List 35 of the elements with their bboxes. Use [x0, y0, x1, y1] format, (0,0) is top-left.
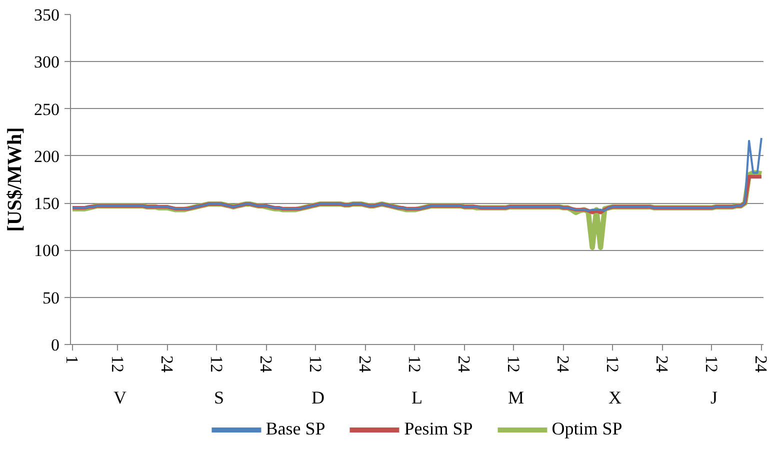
- y-tick-label: 200: [34, 146, 60, 166]
- y-tick-label: 250: [34, 100, 60, 119]
- y-axis-title: [US$/MWh]: [4, 127, 26, 232]
- x-tick-label: 24: [751, 356, 770, 373]
- x-tick-label: 24: [454, 356, 474, 373]
- x-tick-label: 24: [652, 356, 672, 373]
- line-series: [72, 137, 762, 212]
- y-tick-label: 300: [34, 52, 60, 72]
- x-tick-label: 12: [602, 356, 622, 372]
- y-tick-label: 50: [42, 288, 60, 308]
- x-tick-label: 24: [157, 356, 176, 373]
- text: V: [114, 388, 126, 408]
- text: L: [412, 388, 422, 408]
- x-tick-label: 1: [62, 356, 82, 364]
- y-tick-label: 100: [34, 241, 60, 260]
- text: D: [312, 388, 324, 408]
- x-tick-label: 24: [553, 356, 572, 373]
- x-tick-label: 12: [306, 356, 325, 372]
- legend-label: Pesim SP: [404, 418, 473, 440]
- y-tick-label: 150: [34, 194, 60, 214]
- legend-label: Base SP: [266, 418, 326, 440]
- x-tick-label: 24: [256, 356, 276, 373]
- y-tick-label: 350: [34, 6, 60, 24]
- text: S: [214, 388, 224, 408]
- text: X: [608, 388, 622, 408]
- legend-label: Optim SP: [552, 418, 622, 440]
- text: M: [508, 388, 524, 408]
- y-tick-label: 0: [51, 336, 60, 354]
- x-tick-label: 12: [702, 356, 721, 372]
- x-tick-label: 12: [404, 356, 424, 372]
- text: J: [710, 388, 718, 408]
- x-tick-label: 12: [108, 356, 127, 372]
- x-tick-label: 24: [355, 356, 374, 373]
- x-tick-label: 12: [206, 356, 226, 372]
- x-tick-label: 12: [504, 356, 523, 372]
